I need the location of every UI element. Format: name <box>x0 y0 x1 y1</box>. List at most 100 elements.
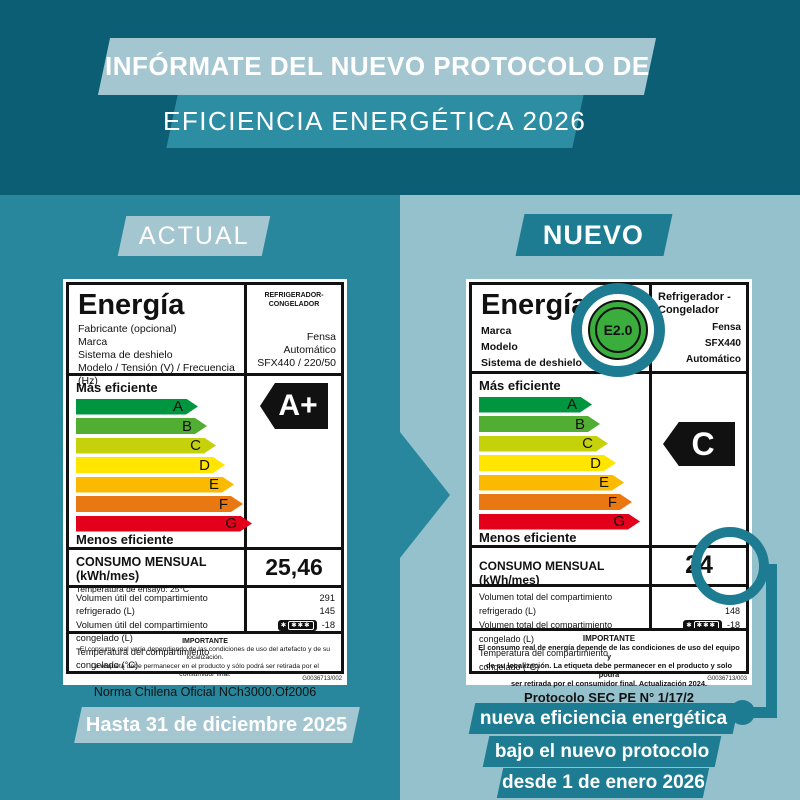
validity-nuevo-line3: desde 1 de enero 2026 <box>501 772 705 793</box>
important-line-2: La etiqueta debe permanecer en el produc… <box>91 662 319 679</box>
more-efficient-text: Más eficiente <box>76 380 158 395</box>
important-section: IMPORTANTE El consumo real de energía de… <box>472 627 746 705</box>
label-field-values: Fensa Automático SFX440 / 220/50 <box>247 331 341 370</box>
arrow-letter: F <box>607 493 617 511</box>
label-field-names: Marca Modelo Sistema de deshielo <box>472 321 649 371</box>
rating-cell: C <box>649 374 746 545</box>
connector-line-horizontal <box>742 707 777 718</box>
value-marca: Fensa <box>712 322 741 333</box>
appliance-category: REFRIGERADOR-CONGELADOR <box>264 292 324 308</box>
field-modelo: Modelo <box>481 341 518 353</box>
header-banner-line1: INFÓRMATE DEL NUEVO PROTOCOLO DE <box>97 38 657 95</box>
label-header-section: Energía Marca Modelo Sistema de deshielo… <box>472 285 746 371</box>
freezer-star-box: ✱✱✱ <box>288 620 314 630</box>
tag-nuevo: NUEVO <box>515 214 673 256</box>
label-field-names: Fabricante (opcional) Marca Sistema de d… <box>69 321 244 388</box>
efficiency-scale: Más eficiente A B C D E F G Menos eficie… <box>472 374 649 545</box>
details-labels: Volumen útil del compartimiento refriger… <box>69 588 244 671</box>
category-line-2: Congelador <box>658 304 720 316</box>
category-line-1: Refrigerador - <box>658 291 731 303</box>
row-refrigerado-label: Volumen total del compartimiento refrige… <box>479 591 613 616</box>
arrow-letter: A <box>172 398 183 415</box>
row-temperatura-label: Temperatura del compartimiento congelado… <box>76 646 210 671</box>
energy-arrow-f: F <box>479 494 632 510</box>
less-efficient-text: Menos eficiente <box>479 529 577 545</box>
temperature-value: -18 <box>726 619 740 630</box>
consumption-value: 25,46 <box>244 549 341 585</box>
row-congelado-label: Volumen total del compartimiento congela… <box>479 619 613 644</box>
energy-arrow-d: D <box>479 455 616 471</box>
arrow-letter: D <box>199 456 210 474</box>
arrow-letter: D <box>590 454 601 472</box>
energy-arrow-f: F <box>76 496 243 512</box>
important-line-1: El consumo real varía dependiendo de las… <box>79 645 331 662</box>
efficiency-scale-section: Más eficiente A B C D E F G Menos eficie… <box>472 371 746 545</box>
row-temperatura-value: ✱ ✱✱✱ -18 <box>247 619 335 633</box>
row-congelado-value: 148 <box>724 605 740 616</box>
arrow-letter: G <box>613 513 625 530</box>
energy-label-nuevo-frame: Energía Marca Modelo Sistema de deshielo… <box>469 282 749 705</box>
arrow-letter: E <box>598 474 609 491</box>
label-title: Energía <box>78 289 185 321</box>
value-deshielo: Automático <box>283 344 336 356</box>
header-line1-text: INFÓRMATE DEL NUEVO PROTOCOLO DE <box>104 51 650 81</box>
energy-arrow-c: C <box>76 438 216 454</box>
e20-badge-value: E2.0 <box>595 307 641 353</box>
e20-badge-green-circle: E2.0 <box>588 300 648 360</box>
label-code: G0036713/003 <box>707 676 747 682</box>
consumption-left: CONSUMO MENSUAL (kWh/mes) Temperatura de… <box>69 550 244 594</box>
rating-badge-a-plus: A+ <box>260 383 328 429</box>
value-deshielo: Automático <box>686 354 741 365</box>
validity-banner-nuevo-2: bajo el nuevo protocolo <box>482 736 722 767</box>
important-section: IMPORTANTE El consumo real varía dependi… <box>69 630 341 699</box>
energy-label-actual: Energía Fabricante (opcional) Marca Sist… <box>63 279 347 699</box>
arrow-letter: A <box>566 396 577 413</box>
label-header-right: REFRIGERADOR-CONGELADOR Fensa Automático… <box>244 285 341 373</box>
row-temperatura-label: Temperatura del compartimiento congelado… <box>479 647 609 672</box>
label-field-values: Fensa SFX440 Automático <box>652 320 746 368</box>
field-deshielo: Sistema de deshielo <box>481 357 582 369</box>
energy-arrow-g: G <box>76 516 252 532</box>
field-marca: Marca <box>481 325 512 337</box>
efficiency-scale: Más eficiente A B C D E F G Menos eficie… <box>69 376 244 547</box>
e20-badge: E2.0 <box>571 283 665 377</box>
row-refrigerado-value: 291 <box>319 592 335 603</box>
details-section: Volumen útil del compartimiento refriger… <box>69 584 341 671</box>
energy-arrow-b: B <box>76 418 207 434</box>
important-title: IMPORTANTE <box>182 637 228 645</box>
freezer-star: ✱ <box>686 621 692 629</box>
validity-banner-actual: Hasta 31 de diciembre 2025 <box>74 707 360 743</box>
validity-nuevo-line2: bajo el nuevo protocolo <box>494 740 710 762</box>
freezer-stars-icon: ✱ ✱✱✱ <box>277 619 317 631</box>
arrow-letter: F <box>218 495 228 513</box>
tag-nuevo-text: NUEVO <box>543 219 645 250</box>
energy-arrow-e: E <box>76 477 234 493</box>
arrow-letter: C <box>582 435 593 452</box>
consumption-section: CONSUMO MENSUAL (kWh/mes) Temperatura de… <box>69 546 341 594</box>
protocol-reference: Protocolo SEC PE N° 1/17/2 <box>524 689 694 705</box>
row-congelado-label: Volumen útil del compartimiento congelad… <box>76 619 208 644</box>
energy-arrow-g: G <box>479 514 640 530</box>
value-modelo: SFX440 <box>704 338 741 349</box>
validity-banner-nuevo-3: desde 1 de enero 2026 <box>496 768 710 798</box>
norm-reference: Norma Chilena Oficial NCh3000.Of2006 <box>93 684 317 699</box>
label-header-left: Energía Marca Modelo Sistema de deshielo <box>472 285 649 371</box>
freezer-star: ✱ <box>280 621 287 629</box>
efficiency-scale-section: Más eficiente A B C D E F G Menos eficie… <box>69 373 341 547</box>
field-fabricante: Fabricante (opcional) <box>78 323 177 335</box>
value-marca: Fensa <box>306 331 336 343</box>
tag-actual: ACTUAL <box>117 216 271 256</box>
details-section: Volumen total del compartimiento refrige… <box>472 583 746 672</box>
less-efficient-text: Menos eficiente <box>76 531 174 547</box>
validity-banner-nuevo-1: nueva eficiencia energética <box>468 703 740 734</box>
consumption-highlight-ring <box>691 527 769 605</box>
connector-line-vertical <box>766 564 777 714</box>
energy-arrow-a: A <box>76 399 198 415</box>
appliance-category: Refrigerador - Congelador <box>652 285 746 317</box>
tag-actual-text: ACTUAL <box>138 221 250 250</box>
arrow-letter: E <box>208 476 219 493</box>
validity-actual-text: Hasta 31 de diciembre 2025 <box>86 713 348 736</box>
header-line2-text: EFICIENCIA ENERGÉTICA 2026 <box>163 106 587 136</box>
details-labels: Volumen total del compartimiento refrige… <box>472 587 649 672</box>
